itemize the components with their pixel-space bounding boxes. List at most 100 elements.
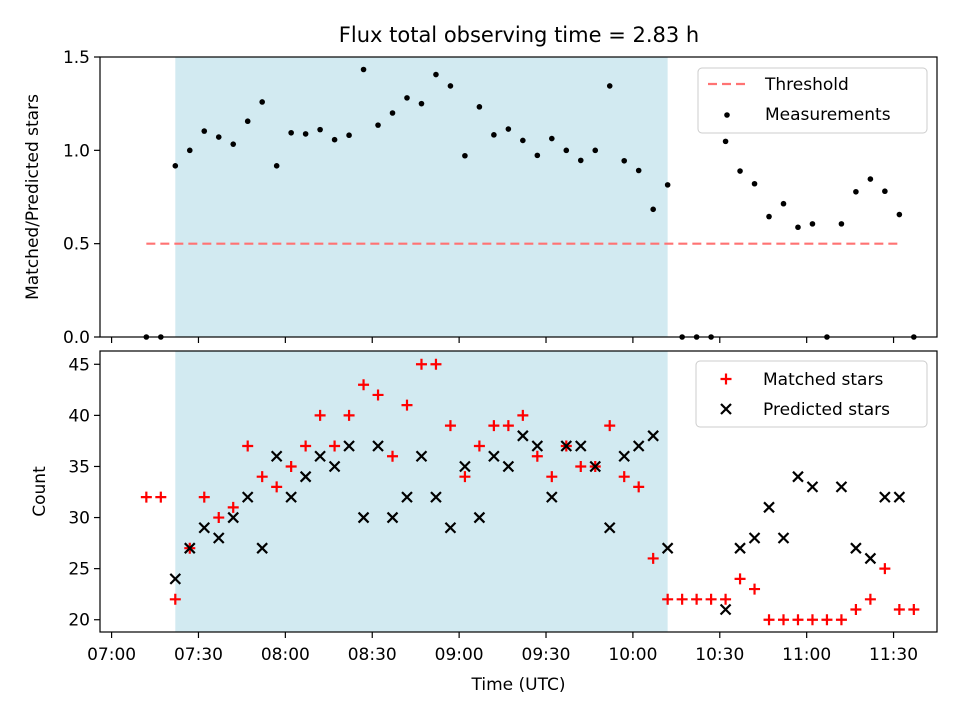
y-tick-label: 40 — [68, 406, 90, 426]
measurement-point — [867, 176, 874, 182]
measurement-point — [418, 100, 425, 107]
matched-star-point — [242, 440, 254, 452]
matched-star-point — [401, 399, 413, 411]
measurement-point — [447, 83, 454, 89]
predicted-star-point — [748, 532, 761, 544]
matched-star-point — [140, 491, 152, 503]
x-tick-label: 09:00 — [435, 645, 484, 665]
matched-star-point — [546, 471, 558, 483]
x-tick-label: 11:00 — [782, 645, 831, 665]
y-tick-label: 20 — [68, 611, 90, 631]
measurement-point — [389, 110, 396, 116]
matched-star-point — [387, 450, 399, 462]
measurement-point — [534, 152, 541, 159]
measurement-point — [722, 138, 729, 145]
legend-measurement-label: Measurements — [765, 105, 891, 125]
matched-star-point — [662, 593, 674, 605]
matched-star-point — [227, 501, 239, 513]
matched-star-point — [213, 512, 225, 524]
measurement-point — [520, 137, 526, 144]
predicted-star-point — [632, 440, 645, 452]
measurement-point — [809, 221, 816, 227]
predicted-star-point — [328, 460, 341, 473]
matched-star-point — [633, 481, 645, 493]
matched-star-point — [749, 583, 761, 595]
predicted-star-point — [792, 470, 804, 483]
measurement-point — [795, 224, 801, 231]
ratio-y-axis-label: Matched/Predicted stars — [23, 94, 43, 300]
predicted-star-point — [212, 532, 225, 544]
predicted-star-point — [314, 450, 326, 463]
predicted-star-point — [285, 491, 297, 503]
measurement-point — [375, 122, 381, 128]
matched-star-point — [329, 440, 341, 452]
predicted-star-point — [777, 532, 790, 544]
predicted-star-point — [415, 450, 428, 463]
matched-star-point — [835, 614, 847, 626]
matched-star-point — [531, 450, 543, 462]
measurement-point — [273, 163, 280, 169]
measurement-point — [462, 152, 468, 159]
matched-star-point — [705, 593, 717, 605]
count-legend: Matched stars Predicted stars — [695, 360, 928, 428]
legend-measurement-swatch — [724, 112, 730, 118]
matched-star-point — [618, 471, 630, 483]
y-tick-label: 30 — [68, 509, 90, 529]
matched-star-point — [198, 491, 210, 503]
matched-star-point — [908, 604, 920, 616]
matched-star-point — [734, 573, 746, 585]
observing-window-shade — [175, 351, 668, 632]
matched-star-point — [806, 614, 818, 626]
legend-predicted-swatch — [720, 403, 732, 415]
observing-window-shade — [175, 57, 668, 337]
predicted-star-point — [270, 450, 283, 463]
matched-star-point — [792, 614, 804, 626]
matched-star-point — [763, 614, 775, 626]
legend-predicted-label: Predicted stars — [763, 400, 890, 420]
matched-star-point — [864, 593, 876, 605]
measurement-point — [317, 126, 323, 133]
x-tick-label: 07:00 — [87, 645, 136, 665]
measurement-point — [346, 132, 352, 139]
predicted-star-point — [763, 501, 775, 514]
predicted-star-point — [357, 511, 370, 524]
ratio-legend: Threshold Measurements — [697, 67, 928, 134]
matched-star-point — [314, 409, 326, 421]
matched-star-point — [415, 358, 427, 370]
predicted-star-point — [256, 542, 268, 554]
y-tick-label: 1.5 — [63, 48, 90, 68]
matched-star-point — [604, 420, 616, 432]
measurement-point — [404, 95, 410, 101]
measurement-point — [476, 104, 483, 110]
y-tick-label: 45 — [68, 355, 90, 375]
measurement-point — [215, 134, 222, 140]
predicted-star-point — [184, 542, 196, 554]
x-axis-label: Time (UTC) — [471, 675, 566, 695]
measurement-point — [838, 221, 845, 227]
measurement-point — [896, 211, 903, 218]
matched-star-point — [169, 593, 181, 605]
matched-star-point — [778, 614, 790, 626]
measurement-point — [244, 118, 251, 125]
predicted-star-point — [589, 460, 602, 473]
matched-star-point — [517, 409, 529, 421]
predicted-star-point — [618, 450, 630, 463]
legend-box — [695, 360, 928, 428]
matched-star-point — [821, 614, 833, 626]
predicted-star-point — [603, 521, 616, 534]
predicted-star-point — [835, 481, 848, 493]
measurement-point — [549, 135, 555, 142]
y-tick-label: 0.0 — [63, 328, 90, 348]
measurement-point — [853, 188, 859, 195]
predicted-star-point — [227, 511, 240, 524]
predicted-star-point — [372, 440, 384, 452]
count-y-axis-label: Count — [30, 466, 50, 517]
predicted-star-point — [517, 430, 529, 442]
predicted-star-point — [850, 542, 862, 554]
matched-star-point — [488, 420, 500, 432]
y-tick-label: 25 — [68, 560, 90, 580]
measurement-point — [288, 129, 294, 136]
measurement-point — [650, 206, 656, 213]
matched-star-point — [430, 358, 442, 370]
measurement-point — [433, 71, 439, 78]
